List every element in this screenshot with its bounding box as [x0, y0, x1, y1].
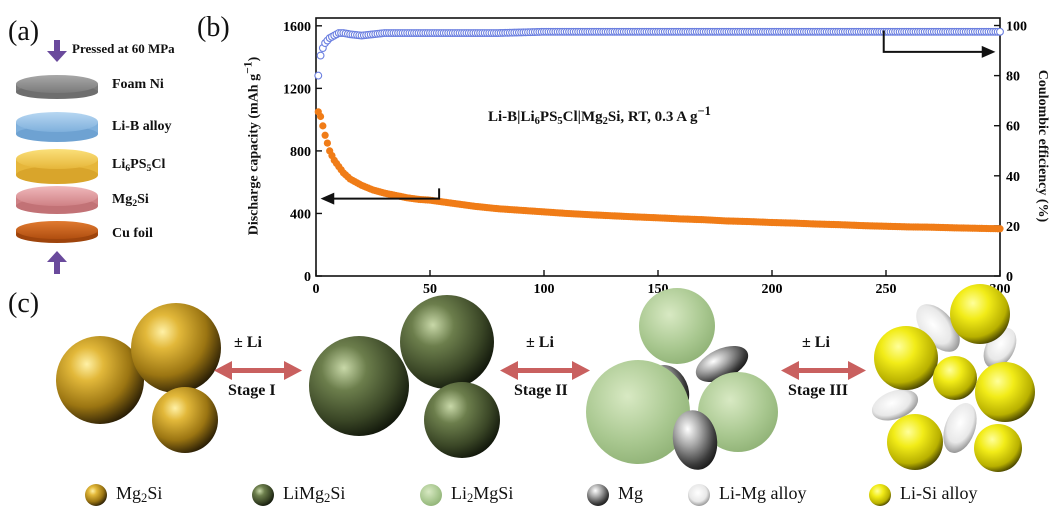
y-left-tick-label: 400: [290, 207, 311, 222]
layer-li6ps5cl: [16, 149, 98, 184]
ce-arrow-icon: [981, 45, 996, 58]
layer-label-li6ps5cl: Li6PS5Cl: [112, 157, 166, 174]
stage-i-pm: ± Li: [234, 334, 262, 351]
legend-limg-icon: [688, 484, 710, 506]
capacity-point: [316, 112, 325, 121]
plot-frame: [315, 17, 1001, 277]
layer-foam-ni: [16, 75, 98, 99]
press-arrow-top-icon: [47, 40, 67, 62]
capacity-point: [996, 225, 1004, 233]
stage-iii-label: Stage III: [788, 382, 849, 399]
y-axis-right-label: Coulombic efficiency (%): [1035, 69, 1050, 223]
lisi-limg-particles: [871, 284, 1035, 472]
y-right-tick-label: 80: [1006, 70, 1020, 85]
legend-limg2si-icon: [252, 484, 274, 506]
stage-i-label: Stage I: [228, 382, 276, 399]
stage-i-double-arrow-icon: [214, 361, 302, 380]
capacity-point: [319, 122, 327, 130]
x-tick-label: 200: [762, 282, 783, 297]
legend-mg2si-label: Mg2Si: [116, 483, 163, 505]
ce-point: [316, 51, 325, 60]
y-right-tick-label: 100: [1006, 20, 1027, 35]
ce-point: [996, 27, 1004, 36]
y-left-tick-label: 1200: [283, 82, 311, 97]
y-left-tick-label: 1600: [283, 20, 311, 35]
legend-limg-label: Li-Mg alloy: [719, 483, 807, 503]
stage-ii-label: Stage II: [514, 382, 568, 399]
ce-point: [314, 71, 323, 80]
y-axis-left-label: Discharge capacity (mAh g−1): [241, 56, 262, 236]
legend-limg2si-label: LiMg2Si: [283, 483, 346, 505]
stage-iii-pm: ± Li: [802, 334, 830, 351]
capacity-arrow-icon: [320, 192, 335, 205]
panel-b-label: (b): [197, 12, 230, 43]
legend-li2mgsi-label: Li2MgSi: [451, 483, 514, 505]
layer-label-foam-ni: Foam Ni: [112, 77, 164, 92]
ce-axis-pointer: [882, 30, 987, 53]
panel-a-label: (a): [8, 16, 40, 47]
legend-mg2si-icon: [85, 484, 107, 506]
capacity-point: [323, 139, 331, 147]
press-arrow-bottom-icon: [47, 251, 67, 274]
y-right-tick-label: 0: [1006, 270, 1013, 285]
capacity-axis-pointer: [329, 188, 441, 200]
layer-mg2si: [16, 186, 98, 214]
panel-c-particles: [56, 284, 1035, 472]
panel-c-label: (c): [8, 288, 40, 319]
stage-ii-double-arrow-icon: [500, 361, 590, 380]
y-left-tick-label: 800: [290, 145, 311, 160]
x-tick-label: 0: [313, 282, 320, 297]
legend-lisi-label: Li-Si alloy: [900, 483, 978, 503]
capacity-chart: 0 50 100 150 200 250 3000400800120016000204060…: [283, 17, 1027, 297]
legend-lisi-icon: [869, 484, 891, 506]
li2mgsi-mg-particles: [586, 288, 778, 470]
y-right-tick-label: 60: [1006, 120, 1020, 135]
pressure-note: Pressed at 60 MPa: [72, 41, 175, 56]
x-tick-label: 100: [534, 282, 555, 297]
mg2si-particles: [56, 303, 221, 453]
y-right-tick-label: 20: [1006, 220, 1020, 235]
x-tick-label: 50: [423, 282, 437, 297]
layer-li-b-alloy: [16, 112, 98, 142]
x-tick-label: 250: [876, 282, 897, 297]
stage-ii-pm: ± Li: [526, 334, 554, 351]
y-right-tick-label: 40: [1006, 170, 1020, 185]
layer-label-mg2si: Mg2Si: [112, 192, 149, 209]
capacity-point: [321, 131, 329, 139]
layer-label-cu-foil: Cu foil: [112, 226, 153, 241]
layer-label-li-b: Li-B alloy: [112, 119, 172, 134]
layer-cu-foil: [16, 221, 98, 243]
chart-annotation: Li-B|Li6PS5Cl|Mg2Si, RT, 0.3 A g−1: [488, 104, 711, 127]
stage-iii-double-arrow-icon: [781, 361, 866, 380]
legend-mg-icon: [587, 484, 609, 506]
legend-icons: [85, 484, 891, 506]
legend-li2mgsi-icon: [420, 484, 442, 506]
y-left-tick-label: 0: [304, 270, 311, 285]
legend-mg-label: Mg: [618, 483, 644, 503]
limg2si-particles: [309, 295, 500, 458]
panel-a-stack: [16, 40, 98, 274]
